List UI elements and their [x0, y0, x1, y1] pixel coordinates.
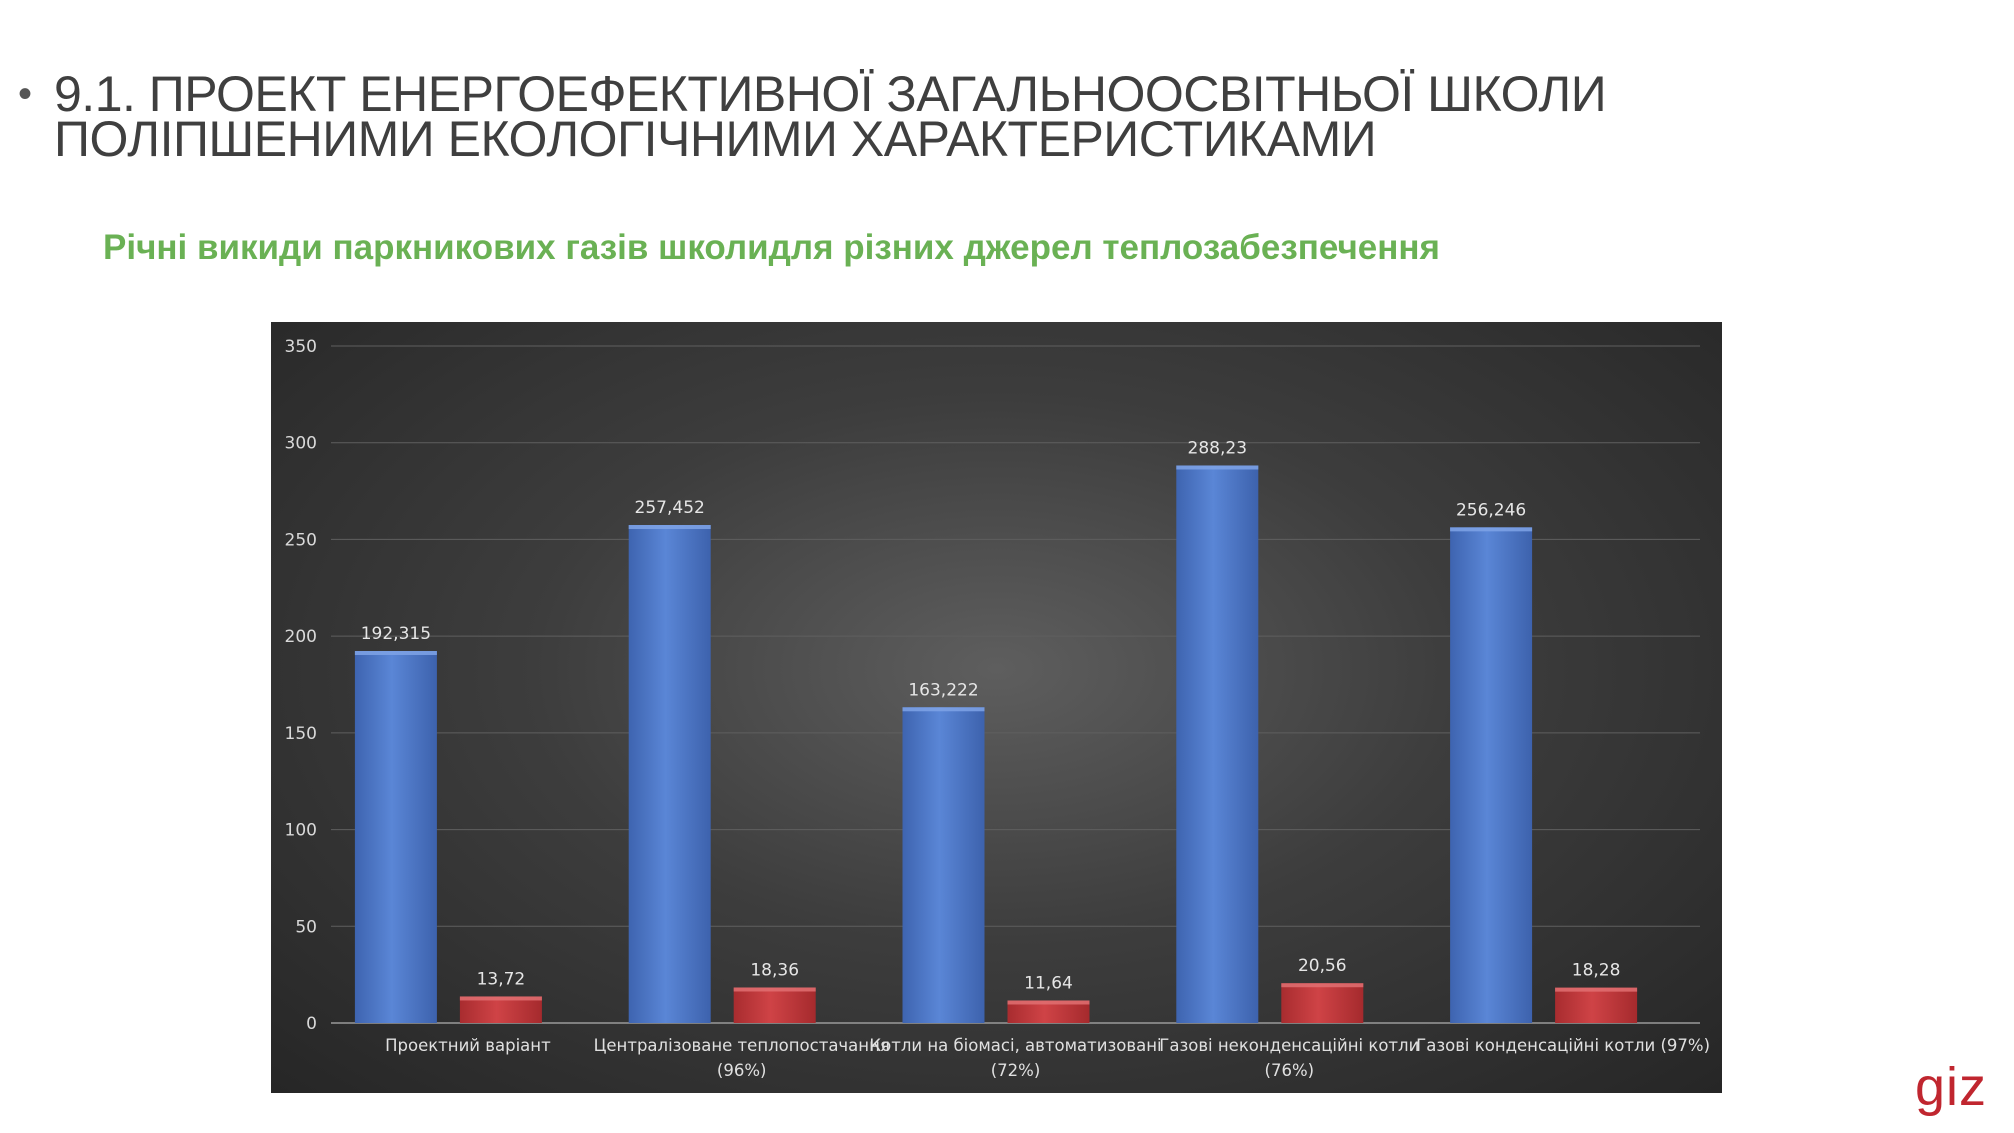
bar-top-highlight: [354, 651, 437, 656]
chart-subtitle: Річні викиди паркникових газів школидля …: [103, 228, 1440, 267]
title-line-1: 9.1. ПРОЕКТ ЕНЕРГОЕФЕКТИВНОЇ ЗАГАЛЬНООСВ…: [54, 66, 1607, 122]
data-label: 163,222: [908, 680, 978, 700]
category-label: Котли на біомасі, автоматизовані: [869, 1036, 1161, 1055]
category-label: Централізоване теплопостачання: [594, 1036, 890, 1055]
bar-top-highlight: [459, 996, 542, 1001]
data-label: 288,23: [1188, 438, 1247, 458]
title-line-2: ПОЛІПШЕНИМИ ЕКОЛОГІЧНИМИ ХАРАКТЕРИСТИКАМ…: [54, 111, 1377, 167]
bar-red: [733, 987, 816, 1023]
bar-red: [1555, 987, 1638, 1023]
category-label: Проектний варіант: [385, 1036, 551, 1055]
y-tick-label: 50: [295, 917, 317, 937]
bar-top-highlight: [902, 707, 985, 712]
bar-top-highlight: [1281, 983, 1364, 988]
data-label: 20,56: [1298, 956, 1347, 976]
y-tick-label: 0: [306, 1014, 317, 1034]
bar-red: [1281, 983, 1364, 1023]
bar-top-highlight: [1007, 1000, 1090, 1005]
bar-blue: [902, 707, 985, 1023]
category-label: (72%): [991, 1061, 1041, 1080]
category-label: Газові конденсаційні котли (97%): [1416, 1036, 1710, 1055]
bar-red: [459, 996, 542, 1023]
data-label: 256,246: [1456, 500, 1526, 520]
data-label: 18,28: [1572, 961, 1621, 981]
data-label: 11,64: [1024, 973, 1073, 993]
bar-top-highlight: [628, 525, 711, 530]
data-label: 192,315: [361, 624, 431, 644]
bar-top-highlight: [1176, 465, 1259, 470]
bar-top-highlight: [1450, 527, 1533, 532]
category-label: Газові неконденсаційні котли: [1159, 1036, 1419, 1055]
bar-blue: [1450, 527, 1533, 1023]
slide-title: • 9.1. ПРОЕКТ ЕНЕРГОЕФЕКТИВНОЇ ЗАГАЛЬНОО…: [18, 66, 1918, 167]
y-tick-label: 250: [285, 530, 317, 550]
y-tick-label: 150: [285, 724, 317, 744]
y-tick-label: 100: [285, 821, 317, 841]
y-tick-label: 350: [285, 337, 317, 357]
bar-top-highlight: [733, 987, 816, 992]
data-label: 257,452: [635, 498, 705, 518]
bar-blue: [628, 525, 711, 1023]
bullet-icon: •: [18, 72, 32, 116]
bar-red: [1007, 1000, 1090, 1023]
giz-logo: giz: [1915, 1057, 1988, 1117]
bar-chart: 0 50 100 150 200 250 300 350 192,315 13,72 Проектн…: [285, 337, 1710, 1080]
bar-blue: [1176, 465, 1259, 1023]
y-tick-label: 200: [285, 627, 317, 647]
category-label: (96%): [717, 1061, 767, 1080]
chart-area: 0 50 100 150 200 250 300 350 192,315 13,72 Проектн…: [271, 322, 1722, 1093]
category-label: (76%): [1265, 1061, 1315, 1080]
bar-blue: [354, 651, 437, 1023]
y-tick-label: 300: [285, 434, 317, 454]
data-label: 18,36: [750, 960, 799, 980]
data-label: 13,72: [477, 969, 526, 989]
bar-top-highlight: [1555, 987, 1638, 992]
